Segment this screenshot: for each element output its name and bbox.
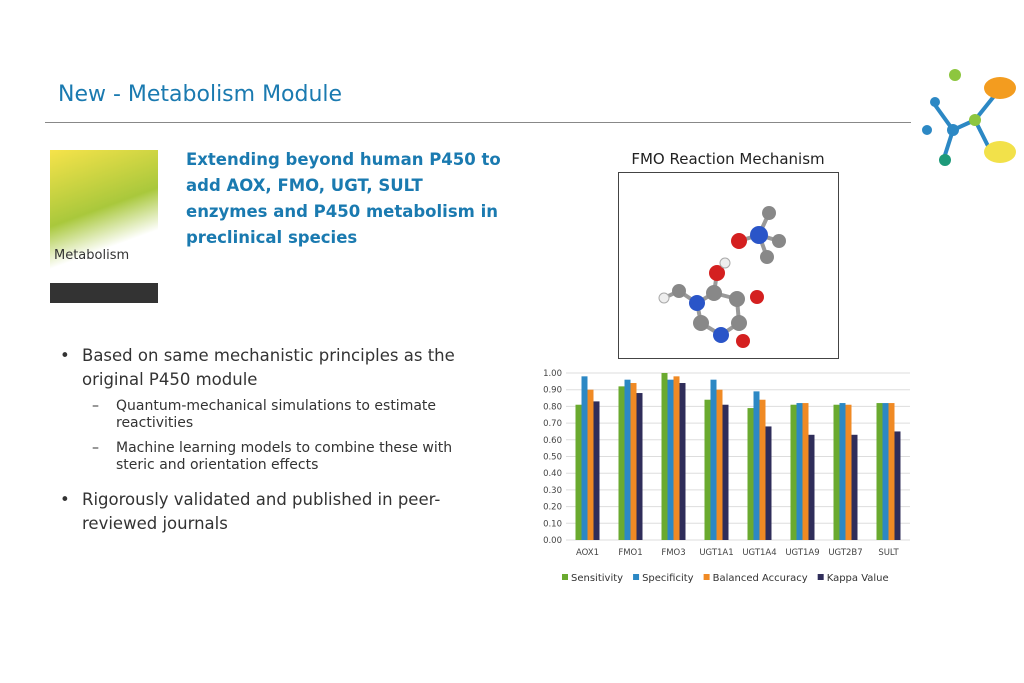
legend-swatch [562, 574, 568, 580]
legend-label: Specificity [642, 573, 694, 584]
x-tick-label: UGT1A1 [699, 548, 733, 558]
bar [747, 408, 754, 540]
x-tick-label: UGT2B7 [828, 548, 862, 558]
bar [618, 386, 625, 540]
bullet-text: Rigorously validated and published in pe… [82, 490, 441, 533]
y-tick-label: 0.90 [543, 386, 562, 396]
molecule [658, 206, 786, 348]
x-tick-label: AOX1 [576, 548, 599, 558]
bar [636, 393, 643, 540]
cover-title: Metabolism [54, 248, 130, 263]
chart: 0.00 0.10 0.20 0.30 0.40 0.50 0.60 0.70 0.80 0.90… [543, 369, 910, 584]
bar [796, 403, 803, 540]
bullet-text: Based on same mechanistic principles as … [82, 346, 455, 389]
bar [624, 379, 631, 540]
x-tick-label: SULT [878, 548, 899, 558]
y-tick-label: 0.30 [543, 486, 562, 496]
logo [922, 69, 1016, 166]
legend-label: Balanced Accuracy [713, 573, 808, 584]
legend-swatch [633, 574, 640, 580]
bar [679, 383, 686, 540]
x-tick-label: FMO1 [618, 548, 642, 558]
bullet-list: Based on same mechanistic principles as … [58, 344, 488, 550]
bar [667, 379, 674, 540]
bar [894, 431, 901, 540]
bar [710, 379, 717, 540]
highlight-text: Extending beyond human P450 to add AOX, … [186, 150, 501, 247]
book-cover: Metabolism [50, 150, 158, 303]
y-tick-label: 0.60 [543, 436, 562, 446]
x-tick-label: UGT1A9 [785, 548, 819, 558]
bar [581, 376, 588, 540]
bar [851, 434, 858, 540]
y-tick-label: 0.80 [543, 402, 562, 412]
bar [722, 404, 729, 540]
bar [753, 391, 760, 540]
cover-band [50, 283, 158, 303]
sub-bullet: Quantum-mechanical simulations to estima… [82, 398, 488, 432]
legend-swatch [703, 574, 710, 580]
slide-title: New - Metabolism Module [58, 82, 343, 107]
divider [45, 122, 911, 123]
bar [630, 383, 637, 540]
bar [839, 403, 846, 540]
x-tick-label: FMO3 [661, 548, 685, 558]
y-tick-label: 0.40 [543, 469, 562, 479]
y-tick-label: 0.00 [543, 536, 562, 546]
y-tick-label: 0.20 [543, 503, 562, 513]
bar [716, 389, 723, 540]
bar [673, 376, 680, 540]
bar [759, 399, 766, 540]
x-tick-label: UGT1A4 [742, 548, 776, 558]
bar [888, 403, 895, 540]
bar [704, 399, 711, 540]
bar [593, 401, 600, 540]
legend-label: Sensitivity [571, 573, 623, 584]
legend-swatch [817, 574, 824, 580]
bar [808, 434, 815, 540]
bar [882, 403, 889, 540]
sub-bullet: Machine learning models to combine these… [82, 440, 488, 474]
bar [587, 389, 594, 540]
y-tick-label: 0.10 [543, 519, 562, 529]
bar [845, 404, 852, 540]
molecule-frame [618, 172, 839, 359]
bar [575, 404, 582, 540]
bar [833, 404, 840, 540]
y-tick-label: 1.00 [543, 369, 562, 379]
bullet: Based on same mechanistic principles as … [58, 344, 488, 474]
bullet: Rigorously validated and published in pe… [58, 488, 488, 536]
bar [790, 404, 797, 540]
bar [661, 373, 668, 540]
figure-caption: FMO Reaction Mechanism [631, 150, 825, 168]
bar [876, 403, 883, 540]
legend-label: Kappa Value [827, 573, 889, 584]
bar [802, 403, 809, 540]
y-tick-label: 0.50 [543, 453, 562, 463]
y-tick-label: 0.70 [543, 419, 562, 429]
bar [765, 426, 772, 540]
